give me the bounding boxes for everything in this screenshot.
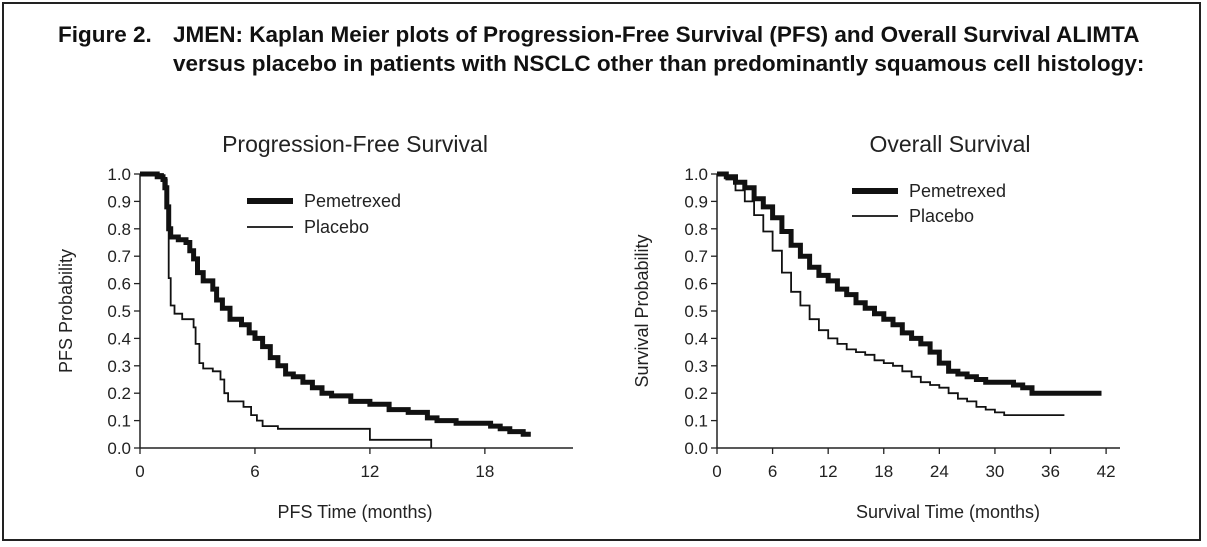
y-axis-label: Survival Probability xyxy=(632,234,652,387)
series-line-placebo xyxy=(717,173,1065,416)
series-line-pemetrexed xyxy=(140,171,531,437)
y-tick-label: 0.1 xyxy=(107,412,131,431)
x-axis-label: Survival Time (months) xyxy=(856,502,1040,522)
x-tick-label: 18 xyxy=(874,462,893,481)
y-tick-label: 0.3 xyxy=(684,357,708,376)
y-tick-label: 1.0 xyxy=(107,165,131,184)
legend-label-placebo: Placebo xyxy=(304,217,369,237)
chart-os: Overall Survival 0.0 0.1 0.2 0.3 0.4 0.5 0.6 0.7… xyxy=(632,131,1120,522)
y-tick-label: 0.6 xyxy=(684,275,708,294)
y-tick-label: 0.9 xyxy=(684,192,708,211)
x-tick-label: 24 xyxy=(930,462,949,481)
y-tick-label: 1.0 xyxy=(684,165,708,184)
x-tick-label: 6 xyxy=(250,462,259,481)
x-tick-label: 0 xyxy=(135,462,144,481)
y-tick-label: 0.3 xyxy=(107,357,131,376)
y-tick-label: 0.5 xyxy=(107,302,131,321)
y-tick-label: 0.6 xyxy=(107,275,131,294)
legend-label-placebo: Placebo xyxy=(909,206,974,226)
x-tick-label: 12 xyxy=(360,462,379,481)
y-tick-label: 0.4 xyxy=(107,329,131,348)
figure-caption-text: JMEN: Kaplan Meier plots of Progression-… xyxy=(173,22,1145,76)
chart-title: Overall Survival xyxy=(869,131,1030,157)
y-tick-label: 0.7 xyxy=(107,247,131,266)
figure-label: Figure 2. xyxy=(58,22,152,47)
x-axis-label: PFS Time (months) xyxy=(277,502,432,522)
x-tick-label: 42 xyxy=(1097,462,1116,481)
legend-label-pemetrexed: Pemetrexed xyxy=(304,191,401,211)
y-tick-label: 0.2 xyxy=(107,384,131,403)
x-tick-label: 30 xyxy=(985,462,1004,481)
y-tick-label: 0.8 xyxy=(684,220,708,239)
figure-frame xyxy=(2,2,1201,541)
chart-pfs: Progression-Free Survival 0.0 0.1 0.2 0.3 0.4… xyxy=(56,131,573,522)
y-tick-label: 0.1 xyxy=(684,412,708,431)
x-tick-label: 0 xyxy=(712,462,721,481)
y-tick-label: 0.8 xyxy=(107,220,131,239)
y-tick-label: 0.0 xyxy=(107,439,131,458)
x-tick-label: 6 xyxy=(768,462,777,481)
legend-label-pemetrexed: Pemetrexed xyxy=(909,181,1006,201)
y-tick-label: 0.9 xyxy=(107,192,131,211)
y-tick-label: 0.5 xyxy=(684,302,708,321)
series-line-placebo xyxy=(140,173,433,448)
x-tick-label: 12 xyxy=(819,462,838,481)
y-tick-label: 0.2 xyxy=(684,384,708,403)
y-tick-label: 0.0 xyxy=(684,439,708,458)
chart-title: Progression-Free Survival xyxy=(222,131,488,157)
series-line-pemetrexed xyxy=(717,171,1102,396)
x-tick-label: 36 xyxy=(1041,462,1060,481)
y-axis-label: PFS Probability xyxy=(56,249,76,373)
y-tick-label: 0.7 xyxy=(684,247,708,266)
x-tick-label: 18 xyxy=(475,462,494,481)
y-tick-label: 0.4 xyxy=(684,329,708,348)
